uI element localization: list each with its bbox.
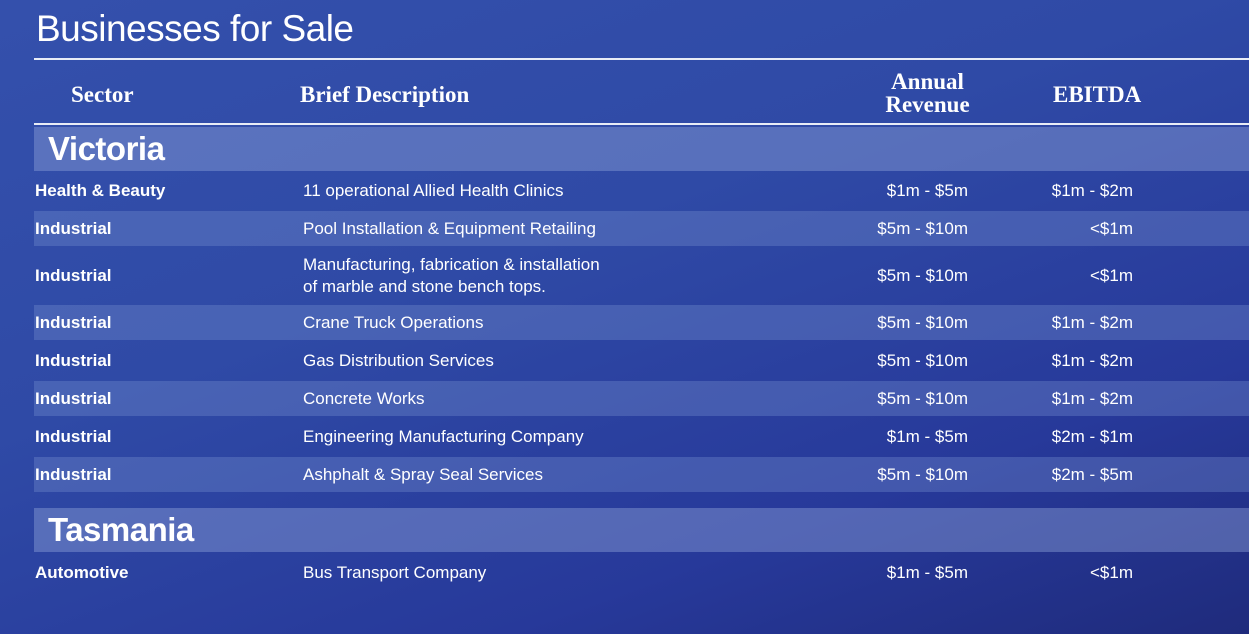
ebitda-cell: <$1m	[1090, 563, 1133, 582]
sector-cell: Industrial	[35, 426, 112, 446]
column-header-revenue-line2: Revenue	[885, 92, 970, 117]
ebitda-cell: $1m - $2m	[1051, 388, 1133, 408]
description-cell: Pool Installation & Equipment Retailing	[303, 218, 596, 238]
description-cell: Bus Transport Company	[303, 563, 487, 582]
revenue-cell: $1m - $5m	[886, 563, 968, 582]
column-header-sector: Sector	[71, 82, 134, 107]
ebitda-cell: $1m - $2m	[1051, 181, 1133, 200]
column-header-description: Brief Description	[300, 82, 470, 107]
sector-cell: Health & Beauty	[35, 181, 166, 200]
ebitda-cell: $2m - $5m	[1051, 464, 1133, 484]
column-header-revenue-line1: Annual	[891, 69, 964, 94]
title-divider	[34, 58, 1249, 60]
revenue-cell: $1m - $5m	[886, 181, 968, 200]
description-cell: Manufacturing, fabrication & installatio…	[303, 247, 600, 304]
column-header-revenue: Annual Revenue	[880, 70, 975, 116]
sector-cell: Industrial	[35, 312, 112, 332]
table-row: Automotive Bus Transport Company $1m - $…	[34, 554, 1249, 592]
sector-cell: Industrial	[35, 388, 112, 408]
table-row: Industrial Concrete Works $5m - $10m $1m…	[34, 381, 1249, 416]
revenue-cell: $5m - $10m	[877, 464, 968, 484]
description-cell: Ashphalt & Spray Seal Services	[303, 464, 544, 484]
description-cell: Concrete Works	[303, 388, 425, 408]
description-cell: Crane Truck Operations	[303, 312, 484, 332]
sector-cell: Automotive	[35, 563, 129, 582]
table-row: Industrial Gas Distribution Services $5m…	[34, 342, 1249, 379]
description-cell: Engineering Manufacturing Company	[303, 426, 584, 446]
revenue-cell: $5m - $10m	[877, 312, 968, 332]
revenue-cell: $5m - $10m	[877, 218, 968, 238]
table-row: Health & Beauty 11 operational Allied He…	[34, 172, 1249, 210]
revenue-cell: $5m - $10m	[877, 265, 968, 285]
ebitda-cell: $2m - $1m	[1051, 426, 1133, 446]
ebitda-cell: $1m - $2m	[1051, 350, 1133, 370]
sector-cell: Industrial	[35, 265, 112, 285]
ebitda-cell: <$1m	[1090, 218, 1133, 238]
table-row: Industrial Manufacturing, fabrication & …	[34, 247, 1249, 304]
table-row: Industrial Ashphalt & Spray Seal Service…	[34, 457, 1249, 492]
ebitda-cell: $1m - $2m	[1051, 312, 1133, 332]
region-name: Tasmania	[48, 511, 194, 548]
table-row: Industrial Engineering Manufacturing Com…	[34, 418, 1249, 455]
description-cell: Gas Distribution Services	[303, 350, 494, 370]
region-name: Victoria	[48, 130, 165, 167]
table-row: Industrial Pool Installation & Equipment…	[34, 211, 1249, 246]
column-header-ebitda: EBITDA	[1053, 82, 1142, 107]
revenue-cell: $5m - $10m	[877, 388, 968, 408]
table-row: Industrial Crane Truck Operations $5m - …	[34, 305, 1249, 340]
description-line-1: Manufacturing, fabrication & installatio…	[303, 254, 600, 274]
region-header-tasmania: Tasmania	[34, 508, 1249, 552]
description-line-2: of marble and stone bench tops.	[303, 276, 546, 296]
header-divider	[34, 123, 1249, 125]
page-title: Businesses for Sale	[36, 8, 354, 49]
revenue-cell: $1m - $5m	[886, 426, 968, 446]
sector-cell: Industrial	[35, 218, 112, 238]
description-cell: 11 operational Allied Health Clinics	[303, 181, 564, 200]
region-header-victoria: Victoria	[34, 127, 1249, 171]
revenue-cell: $5m - $10m	[877, 350, 968, 370]
sector-cell: Industrial	[35, 350, 112, 370]
ebitda-cell: <$1m	[1090, 265, 1133, 285]
sector-cell: Industrial	[35, 464, 112, 484]
